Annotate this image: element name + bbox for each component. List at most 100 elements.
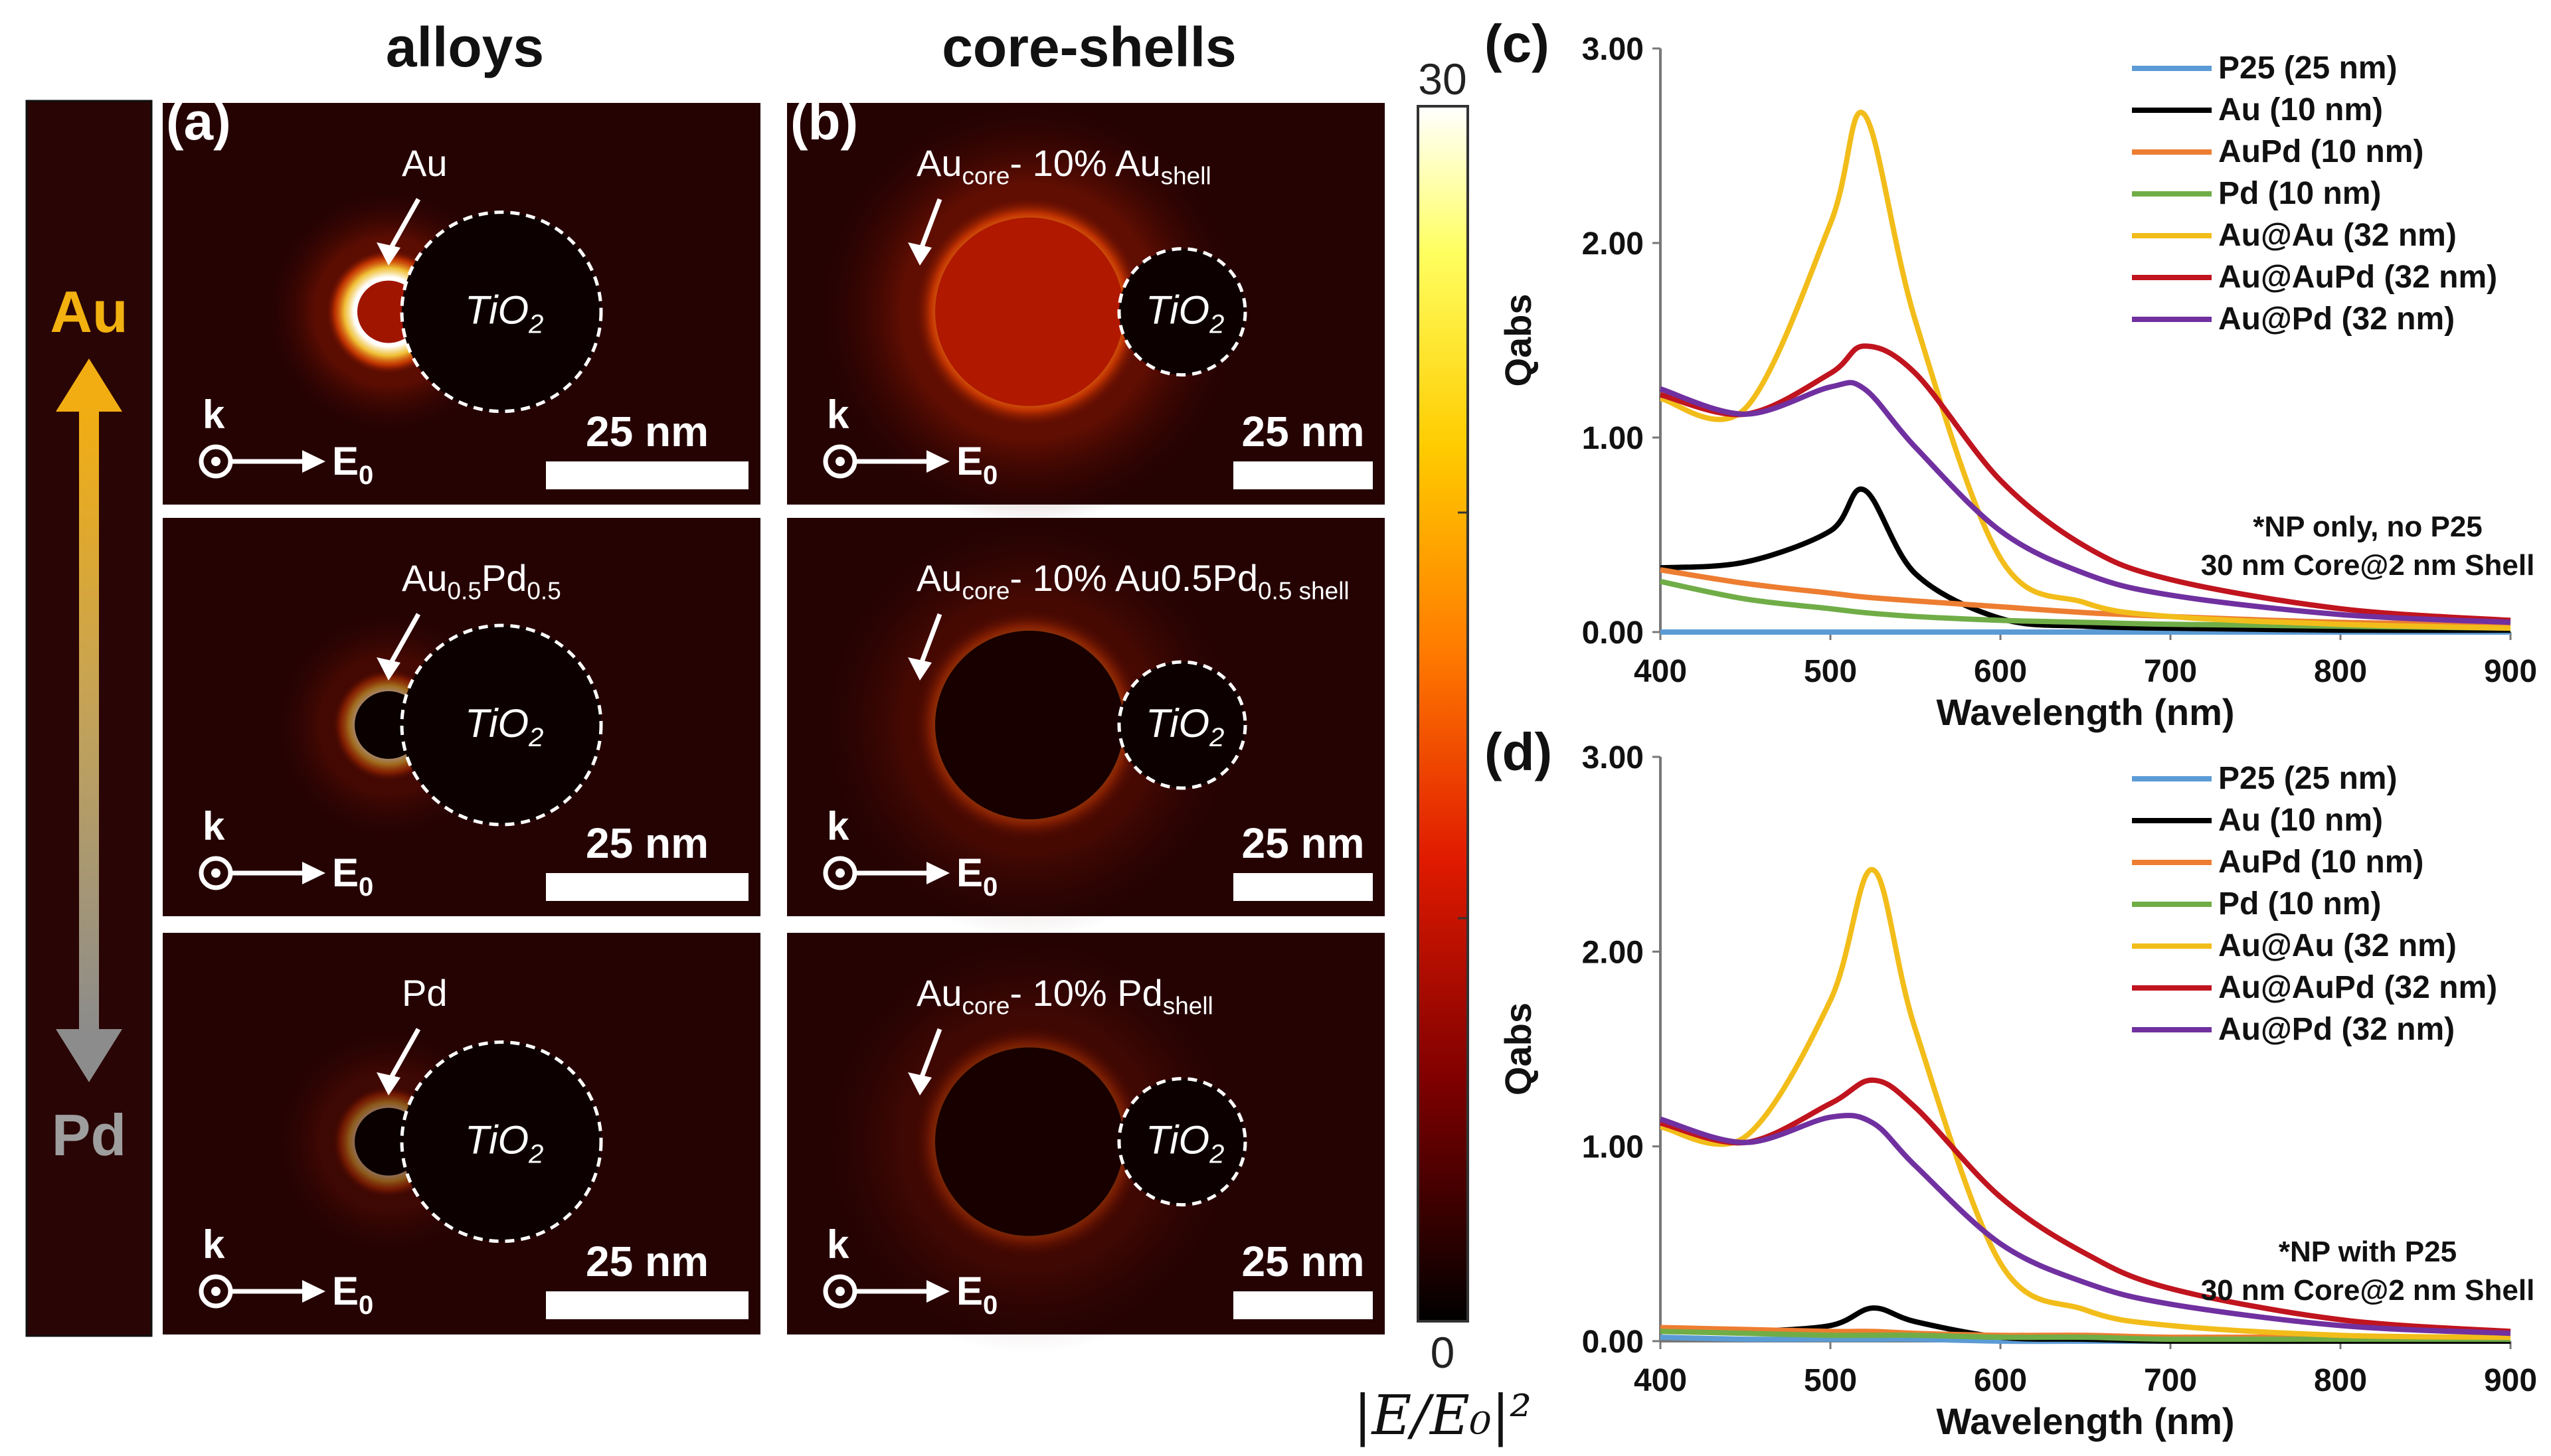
x-axis-title: Wavelength (nm) xyxy=(1936,691,2234,733)
annotation-arrow xyxy=(917,613,942,669)
annotation-label: Aucore​- 10% Au0.5Pd0.5 shell​ xyxy=(917,557,1350,604)
e0-arrowhead-icon xyxy=(926,450,950,473)
tio2-label: TiO2 xyxy=(1146,701,1224,752)
legend-entry: AuPd (10 nm) xyxy=(2218,845,2423,880)
arrow-up-head-icon xyxy=(56,359,122,412)
x-tick-label: 400 xyxy=(1634,654,1687,689)
legend-entry: Au@AuPd (32 nm) xyxy=(2218,970,2497,1005)
tio2-label: TiO2 xyxy=(465,1118,543,1169)
e0-arrowhead-icon xyxy=(302,450,325,473)
side-label-pd: Pd xyxy=(52,1102,126,1168)
annotation-arrowhead-icon xyxy=(377,657,400,681)
y-tick-label: 0.00 xyxy=(1582,1325,1644,1360)
y-tick-label: 0.00 xyxy=(1582,615,1644,651)
e0-arrowhead-icon xyxy=(926,862,950,884)
composition-side-bar: Au Pd xyxy=(25,100,153,1337)
gradient-arrow-shaft xyxy=(79,408,99,1032)
series-line-2 xyxy=(1660,486,2511,633)
annotation-label: Pd xyxy=(402,972,448,1014)
arrow-down-head-icon xyxy=(56,1029,122,1082)
series-line-4 xyxy=(1660,1329,2510,1342)
chart-note-line1: *NP with P25 xyxy=(2279,1236,2457,1268)
tio2-particle xyxy=(400,623,603,827)
colorbar-title: |E/E₀|² xyxy=(1354,1384,1532,1447)
scale-bar xyxy=(1233,873,1373,901)
e0-label: E0 xyxy=(332,850,373,902)
annotation-arrow xyxy=(386,613,421,669)
y-axis-title: Qabs xyxy=(1497,1003,1539,1095)
annotation-arrow xyxy=(386,1028,421,1084)
scale-bar xyxy=(546,1291,748,1319)
e0-label: E0 xyxy=(956,439,998,490)
x-tick-label: 900 xyxy=(2484,1363,2537,1398)
annotation-arrowhead-icon xyxy=(908,657,932,681)
colorbar-max-label: 30 xyxy=(1418,54,1466,104)
scale-bar-label: 25 nm xyxy=(586,1238,709,1285)
field-panels: TiO2 Au k E0 25 nm (a) TiO2 Aucore​- 10% Aushel… xyxy=(163,92,1385,1354)
e0-label: E0 xyxy=(332,439,373,490)
tio2-particle xyxy=(1117,1077,1247,1207)
k-vector-dot-icon xyxy=(836,457,845,466)
tio2-particle xyxy=(400,210,603,414)
legend-entry: Au (10 nm) xyxy=(2218,803,2383,838)
colorbar: 30 0 |E/E₀|² xyxy=(1354,54,1532,1447)
scale-bar-label: 25 nm xyxy=(1242,1238,1365,1285)
field-panel-2: TiO2 Aucore​- 10% Aushell​ k E0 25 nm (b) xyxy=(787,92,1385,525)
legend-entry: P25 (25 nm) xyxy=(2218,50,2397,86)
chart-note-line1: *NP only, no P25 xyxy=(2253,511,2483,543)
k-vector-dot-icon xyxy=(211,457,220,466)
k-vector-label: k xyxy=(827,804,849,849)
chart-note-line2: 30 nm Core@2 nm Shell xyxy=(2201,549,2535,582)
annotation-label: Aucore​- 10% Aushell​ xyxy=(917,142,1211,189)
scale-bar xyxy=(546,873,748,901)
panel-label-c: (c) xyxy=(1484,14,1549,73)
e0-label: E0 xyxy=(956,850,998,902)
k-vector-dot-icon xyxy=(211,1287,220,1296)
y-tick-label: 3.00 xyxy=(1582,32,1644,67)
annotation-label: Aucore​- 10% Pdshell​ xyxy=(917,972,1213,1019)
legend-entry: Pd (10 nm) xyxy=(2218,886,2381,922)
y-tick-label: 1.00 xyxy=(1582,1130,1644,1165)
e0-arrowhead-icon xyxy=(302,862,325,884)
legend-entry: P25 (25 nm) xyxy=(2218,761,2397,796)
k-vector-label: k xyxy=(827,1222,849,1267)
annotation-label: Au xyxy=(402,142,448,184)
tio2-label: TiO2 xyxy=(465,288,543,339)
scale-bar-label: 25 nm xyxy=(586,819,709,867)
scale-bar xyxy=(1233,1291,1373,1319)
nanoparticle-core xyxy=(935,631,1124,819)
annotation-arrow xyxy=(917,198,942,254)
chart-note-line2: 30 nm Core@2 nm Shell xyxy=(2201,1274,2535,1307)
tio2-label: TiO2 xyxy=(465,701,543,752)
tio2-label: TiO2 xyxy=(1146,288,1224,339)
colorbar-gradient xyxy=(1417,105,1469,1323)
k-vector-label: k xyxy=(203,392,225,437)
legend-entry: Pd (10 nm) xyxy=(2218,176,2381,211)
series-line-7 xyxy=(1659,380,2511,625)
panel-label-d: (d) xyxy=(1484,722,1552,781)
k-vector-label: k xyxy=(203,804,225,849)
legend-entry: Au@Pd (32 nm) xyxy=(2218,301,2455,337)
annotation-arrowhead-icon xyxy=(908,242,932,266)
annotation-arrowhead-icon xyxy=(377,1072,400,1095)
nanoparticle-core xyxy=(935,1047,1124,1236)
x-tick-label: 900 xyxy=(2484,654,2537,689)
chart-d: 400 500 600 700 800 900 0.00 1.00 2.00 3.00 Wavele… xyxy=(1484,722,2537,1442)
tio2-particle xyxy=(400,1040,603,1244)
x-axis-title: Wavelength (nm) xyxy=(1936,1400,2234,1442)
tio2-particle xyxy=(1117,247,1247,377)
x-tick-label: 400 xyxy=(1634,1363,1687,1398)
x-tick-label: 500 xyxy=(1804,654,1857,689)
y-tick-label: 3.00 xyxy=(1582,740,1644,775)
series-line-6 xyxy=(1660,1077,2511,1335)
field-panel-3: TiO2 Au0.5​Pd0.5​ k E0 25 nm xyxy=(163,518,760,916)
legend-entry: Au (10 nm) xyxy=(2218,92,2383,127)
scale-bar-label: 25 nm xyxy=(1242,819,1365,867)
field-panel-5: TiO2 Pd k E0 25 nm xyxy=(163,933,760,1335)
x-tick-label: 700 xyxy=(2144,1363,2197,1398)
colorbar-min-label: 0 xyxy=(1431,1328,1455,1377)
legend-entry: Au@Au (32 nm) xyxy=(2218,928,2457,963)
e0-arrowhead-icon xyxy=(302,1280,325,1303)
x-tick-label: 600 xyxy=(1974,1363,2027,1398)
